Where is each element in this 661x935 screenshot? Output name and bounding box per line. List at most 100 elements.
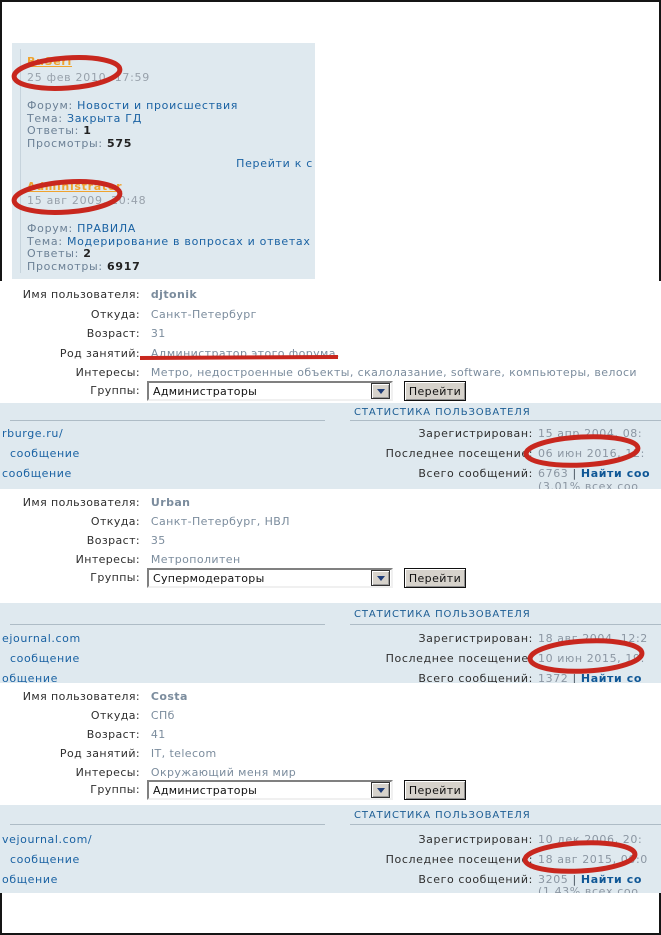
replies-count: 2 <box>83 247 92 260</box>
replies-count: 1 <box>83 124 92 137</box>
from-value: Санкт-Петербург <box>150 308 257 321</box>
occupation-value: Администратор этого форума. <box>150 347 340 360</box>
profile-section-costa: Имя пользователя: Costa Откуда: СПб Возр… <box>0 683 661 805</box>
go-button[interactable]: Перейти <box>404 780 466 800</box>
find-posts-link[interactable]: Найти со <box>580 672 643 684</box>
send-message-link[interactable]: сообщение <box>10 853 80 866</box>
statistics-header: СТАТИСТИКА ПОЛЬЗОВАТЕЛЯ <box>354 609 531 620</box>
result-replies-row: Ответы: 1 <box>27 124 315 137</box>
groups-label: Группы: <box>90 571 140 584</box>
dropdown-arrow-icon[interactable] <box>371 383 390 399</box>
result-views-row: Просмотры: 6917 <box>27 260 315 273</box>
search-results-panel: BuSerl 25 фев 2010, 17:59 Форум: Новости… <box>12 43 315 279</box>
forum-label: Форум: <box>27 222 73 235</box>
occupation-label: Род занятий: <box>59 747 140 760</box>
divider <box>10 624 325 625</box>
username-value[interactable]: Urban <box>150 496 191 509</box>
last-visit-value: 18 авг 2015, 00:0 <box>538 853 648 866</box>
total-posts-count: 6763 <box>538 467 569 480</box>
total-posts-label: Всего сообщений: <box>418 873 533 886</box>
go-button[interactable]: Перейти <box>404 568 466 588</box>
replies-label: Ответы: <box>27 124 80 137</box>
divider <box>10 824 325 825</box>
from-value: СПб <box>150 709 175 722</box>
last-visit-label: Последнее посещение: <box>385 447 533 460</box>
result-author-link[interactable]: BuSerl <box>27 55 72 68</box>
registered-label: Зарегистрирован: <box>418 632 533 645</box>
from-value: Санкт-Петербург, НВЛ <box>150 515 290 528</box>
result-replies-row: Ответы: 2 <box>27 247 315 260</box>
username-label: Имя пользователя: <box>22 288 140 301</box>
replies-label: Ответы: <box>27 247 80 260</box>
registered-value: 18 авг 2004, 12:2 <box>538 632 648 645</box>
find-posts-link[interactable]: Найти со <box>580 873 643 886</box>
topic-link[interactable]: Закрыта ГД <box>66 111 142 125</box>
profile-website-link[interactable]: vejournal.com/ <box>2 833 93 846</box>
send-message-link[interactable]: сообщение <box>2 467 72 480</box>
groups-label: Группы: <box>90 384 140 397</box>
posts-percent: (1.43% всех соо <box>538 885 639 893</box>
profile-section-djtonik: Имя пользователя: djtonik Откуда: Санкт-… <box>0 281 661 403</box>
age-value: 31 <box>150 327 166 340</box>
groups-label: Группы: <box>90 783 140 796</box>
groups-select[interactable]: Администраторы <box>147 780 393 800</box>
profile-website-link[interactable]: rburge.ru/ <box>2 427 64 440</box>
topic-label: Тема: <box>27 234 63 248</box>
result-topic-row: Тема: Модерирование в вопросах и ответах <box>27 235 315 248</box>
total-posts-label: Всего сообщений: <box>418 672 533 684</box>
send-message-link[interactable]: общение <box>2 873 58 886</box>
age-value: 41 <box>150 728 166 741</box>
result-views-row: Просмотры: 575 <box>27 137 315 150</box>
send-message-link[interactable]: общение <box>2 672 58 684</box>
last-visit-label: Последнее посещение: <box>385 652 533 665</box>
result-forum-row: Форум: ПРАВИЛА <box>27 222 315 235</box>
dropdown-arrow-icon[interactable] <box>371 570 390 586</box>
username-label: Имя пользователя: <box>22 690 140 703</box>
registered-value: 15 апр 2004, 08: <box>538 427 643 440</box>
username-label: Имя пользователя: <box>22 496 140 509</box>
from-label: Откуда: <box>90 515 140 528</box>
from-label: Откуда: <box>90 308 140 321</box>
dropdown-arrow-icon[interactable] <box>371 782 390 798</box>
forum-link[interactable]: Новости и происшествия <box>77 99 239 112</box>
groups-selected-option: Администраторы <box>153 384 258 398</box>
go-button[interactable]: Перейти <box>404 381 466 401</box>
username-value[interactable]: djtonik <box>150 288 198 301</box>
send-message-link[interactable]: сообщение <box>10 652 80 665</box>
user-statistics-band: СТАТИСТИКА ПОЛЬЗОВАТЕЛЯ rburge.ru/ Зарег… <box>0 403 661 489</box>
interests-label: Интересы: <box>75 766 140 779</box>
find-posts-link[interactable]: Найти соо <box>580 467 651 480</box>
groups-select[interactable]: Администраторы <box>147 381 393 401</box>
result-date: 15 авг 2009, 20:48 <box>27 194 147 207</box>
topic-link[interactable]: Модерирование в вопросах и ответах <box>66 234 311 248</box>
forum-label: Форум: <box>27 99 73 112</box>
profile-website-link[interactable]: ejournal.com <box>2 632 81 645</box>
result-author-link[interactable]: Administrator <box>27 180 123 193</box>
last-visit-value: 06 июн 2016, 12: <box>538 447 645 460</box>
age-label: Возраст: <box>86 728 140 741</box>
goto-message-link[interactable]: Перейти к с <box>236 157 313 170</box>
occupation-value: IT, telecom <box>150 747 217 760</box>
interests-label: Интересы: <box>75 553 140 566</box>
interests-value: Метрополитен <box>150 553 241 566</box>
views-label: Просмотры: <box>27 259 103 273</box>
posts-percent: (3.01% всех соо <box>538 480 639 489</box>
groups-selected-option: Супермодераторы <box>153 571 265 585</box>
total-posts-count: 3205 <box>538 873 569 886</box>
groups-select[interactable]: Супермодераторы <box>147 568 393 588</box>
statistics-header: СТАТИСТИКА ПОЛЬЗОВАТЕЛЯ <box>354 407 531 418</box>
topic-label: Тема: <box>27 111 63 125</box>
last-visit-value: 10 июн 2015, 19: <box>538 652 645 665</box>
forum-link[interactable]: ПРАВИЛА <box>77 222 137 235</box>
views-label: Просмотры: <box>27 136 103 150</box>
from-label: Откуда: <box>90 709 140 722</box>
interests-value: Окружающий меня мир <box>150 766 297 779</box>
divider <box>350 624 661 625</box>
groups-selected-option: Администраторы <box>153 783 258 797</box>
divider <box>350 824 661 825</box>
username-value[interactable]: Costa <box>150 690 188 703</box>
registered-label: Зарегистрирован: <box>418 833 533 846</box>
age-value: 35 <box>150 534 166 547</box>
send-message-link[interactable]: сообщение <box>10 447 80 460</box>
